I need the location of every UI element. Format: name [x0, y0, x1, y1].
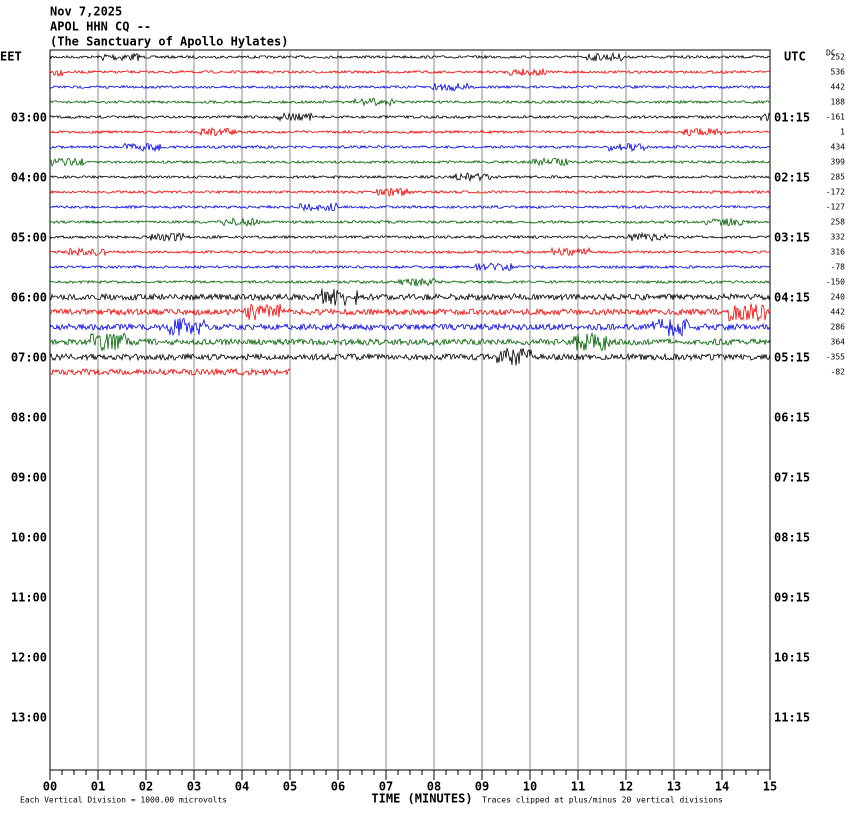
dc-offset: 316	[831, 248, 846, 257]
eet-time-label: 11:00	[11, 591, 47, 605]
x-tick-label: 14	[715, 780, 729, 794]
trace	[49, 97, 770, 107]
eet-time-label: 03:00	[11, 111, 47, 125]
trace	[49, 348, 771, 366]
trace	[49, 172, 771, 183]
eet-time-label: 09:00	[11, 471, 47, 485]
x-tick-label: 04	[235, 780, 249, 794]
utc-time-label: 10:15	[774, 651, 810, 665]
utc-time-label: 01:15	[774, 111, 810, 125]
trace	[49, 127, 771, 137]
dc-offset: 332	[831, 233, 846, 242]
x-tick-label: 00	[43, 780, 57, 794]
dc-offset: -82	[831, 368, 846, 377]
eet-time-label: 13:00	[11, 711, 47, 725]
trace	[49, 277, 771, 288]
utc-time-label: 05:15	[774, 351, 810, 365]
dc-label: DC	[826, 49, 836, 58]
dc-offset: 1	[840, 128, 845, 137]
x-tick-label: 09	[475, 780, 489, 794]
dc-offset: -150	[826, 278, 845, 287]
x-tick-label: 02	[139, 780, 153, 794]
utc-time-label: 06:15	[774, 411, 810, 425]
x-tick-label: 15	[763, 780, 777, 794]
utc-time-label: 07:15	[774, 471, 810, 485]
dc-offset: -127	[826, 203, 845, 212]
eet-time-label: 08:00	[11, 411, 47, 425]
header-line: Nov 7,2025	[50, 5, 122, 19]
eet-time-label: 10:00	[11, 531, 47, 545]
trace	[49, 303, 771, 322]
trace	[49, 187, 771, 197]
dc-offset: -172	[826, 188, 845, 197]
dc-offset: 442	[831, 308, 846, 317]
dc-offset: 285	[831, 173, 846, 182]
dc-offset: 434	[831, 143, 846, 152]
eet-time-label: 07:00	[11, 351, 47, 365]
x-axis-title: TIME (MINUTES)	[371, 792, 472, 806]
eet-time-label: 12:00	[11, 651, 47, 665]
x-tick-label: 03	[187, 780, 201, 794]
x-tick-label: 11	[571, 780, 585, 794]
trace	[49, 68, 771, 78]
utc-time-label: 09:15	[774, 591, 810, 605]
plot-frame	[49, 49, 771, 771]
eet-time-label: 06:00	[11, 291, 47, 305]
trace	[49, 156, 771, 167]
header-line: APOL HHN CQ --	[50, 20, 151, 34]
dc-offset: 364	[831, 338, 846, 347]
trace	[49, 367, 291, 377]
dc-offset: -78	[831, 263, 846, 272]
trace	[49, 231, 771, 242]
dc-offset: 442	[831, 83, 846, 92]
dc-offset: 188	[831, 98, 846, 107]
dc-offset: 286	[831, 323, 846, 332]
utc-time-label: 11:15	[774, 711, 810, 725]
x-tick-label: 12	[619, 780, 633, 794]
trace	[49, 142, 771, 153]
utc-time-label: 02:15	[774, 171, 810, 185]
x-tick-label: 06	[331, 780, 345, 794]
eet-time-label: 04:00	[11, 171, 47, 185]
dc-offset: -355	[826, 353, 845, 362]
dc-offset: 399	[831, 158, 846, 167]
trace	[49, 217, 771, 227]
trace	[49, 262, 771, 272]
utc-time-label: 04:15	[774, 291, 810, 305]
x-tick-label: 05	[283, 780, 297, 794]
x-tick-label: 10	[523, 780, 537, 794]
trace	[49, 288, 771, 306]
x-tick-label: 08	[427, 780, 441, 794]
right-axis-label: UTC	[784, 50, 806, 64]
scale-note: Each Vertical Division = 1000.00 microvo…	[20, 796, 227, 805]
x-tick-label: 07	[379, 780, 393, 794]
utc-time-label: 03:15	[774, 231, 810, 245]
trace	[49, 246, 771, 257]
dc-offset: 258	[831, 218, 846, 227]
clip-note: Traces clipped at plus/minus 20 vertical…	[482, 796, 723, 805]
dc-offset: 240	[831, 293, 846, 302]
dc-offset: 536	[831, 68, 846, 77]
utc-time-label: 08:15	[774, 531, 810, 545]
left-axis-label: EET	[0, 50, 22, 64]
trace	[49, 318, 771, 337]
dc-offset: 252	[831, 53, 846, 62]
trace	[49, 82, 771, 92]
trace	[49, 331, 771, 352]
trace	[50, 202, 771, 212]
x-tick-label: 13	[667, 780, 681, 794]
x-tick-label: 01	[91, 780, 105, 794]
trace	[49, 112, 771, 122]
trace	[49, 51, 771, 63]
dc-offset: -161	[826, 113, 845, 122]
header-line: (The Sanctuary of Apollo Hylates)	[50, 35, 288, 49]
eet-time-label: 05:00	[11, 231, 47, 245]
